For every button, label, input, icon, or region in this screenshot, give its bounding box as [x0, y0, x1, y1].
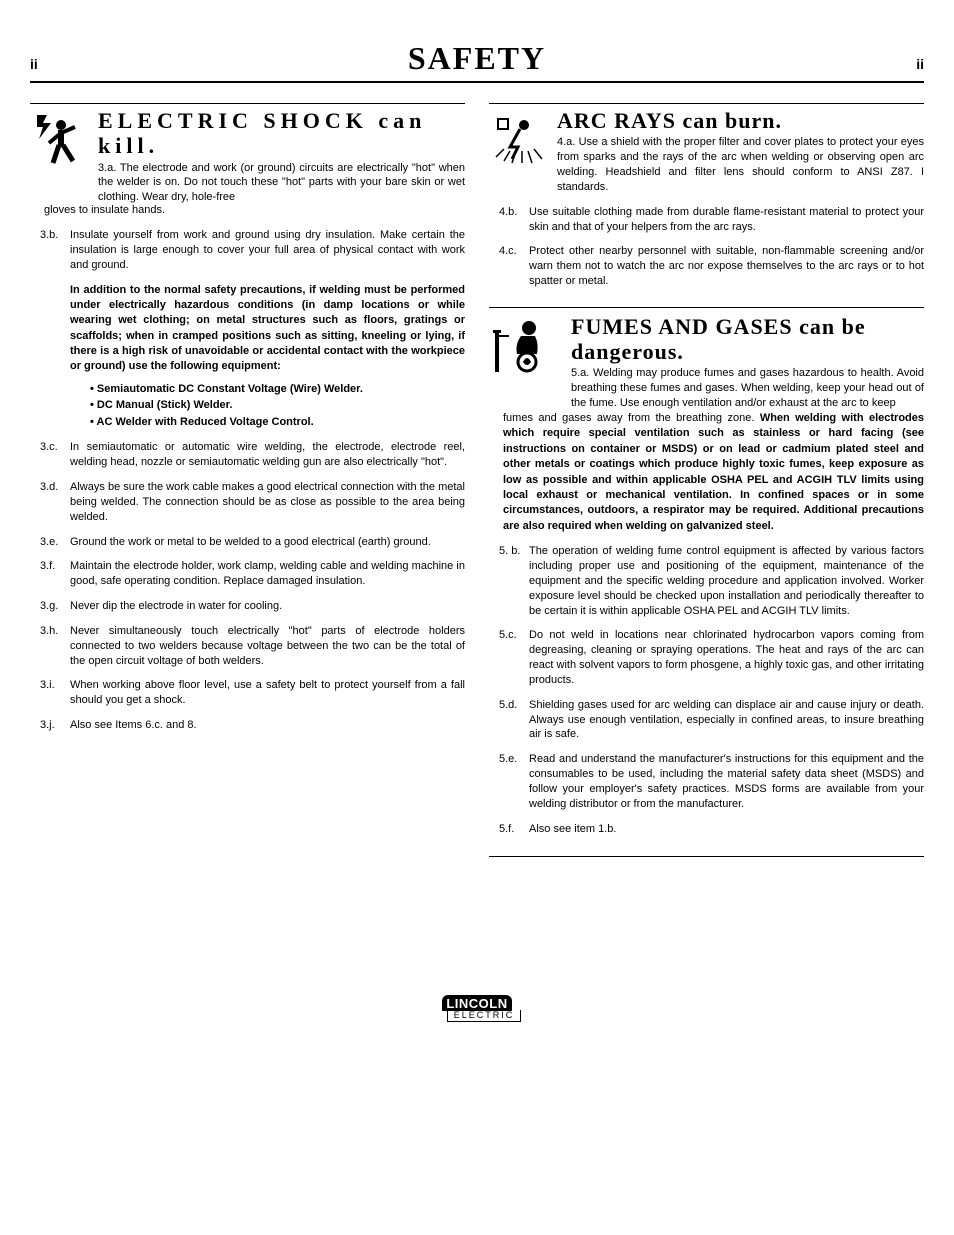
item-3c: 3.c. In semiautomatic or automatic wire …: [40, 440, 465, 470]
bold-precautions: In addition to the normal safety precaut…: [70, 283, 465, 375]
item-5a: 5.a. Welding may produce fumes and gases…: [571, 366, 924, 411]
page-number-right: ii: [916, 56, 924, 72]
arc-rays-icon: [489, 108, 551, 170]
item-label: 5. b.: [499, 544, 529, 618]
item-text: Shielding gases used for arc welding can…: [529, 698, 924, 743]
item-3b: 3.b. Insulate yourself from work and gro…: [40, 228, 465, 273]
item-label: 3.c.: [40, 440, 70, 470]
section-title: FUMES AND GASES can be dangerous.: [571, 314, 924, 365]
content-columns: ELECTRIC SHOCK can kill. 3.a. The electr…: [30, 103, 924, 875]
item-5b: 5. b. The operation of welding fume cont…: [499, 544, 924, 618]
logo-bottom-text: ELECTRIC: [447, 1010, 522, 1022]
item-label: 3.d.: [40, 480, 70, 525]
page-header: ii SAFETY ii: [30, 40, 924, 83]
item-label: 5.f.: [499, 822, 529, 837]
item-text: Welding may produce fumes and gases haza…: [571, 367, 924, 409]
section-head: FUMES AND GASES can be dangerous. 5.a. W…: [489, 314, 924, 411]
page-number-left: ii: [30, 56, 38, 72]
item-text: The operation of welding fume control eq…: [529, 544, 924, 618]
item-3i: 3.i. When working above floor level, use…: [40, 678, 465, 708]
lincoln-electric-logo: LINCOLN ELECTRIC: [433, 995, 522, 1022]
item-text: Insulate yourself from work and ground u…: [70, 228, 465, 273]
item-label: 3.g.: [40, 599, 70, 614]
item-label: 3.b.: [40, 228, 70, 273]
item-label: 5.e.: [499, 752, 529, 811]
item-5d: 5.d. Shielding gases used for arc weldin…: [499, 698, 924, 743]
item-text: Also see Items 6.c. and 8.: [70, 718, 465, 733]
item-label: 4.a.: [557, 136, 575, 148]
item-text: Always be sure the work cable makes a go…: [70, 480, 465, 525]
arc-rays-section: ARC RAYS can burn. 4.a. Use a shield wit…: [489, 108, 924, 289]
section-title: ELECTRIC SHOCK can kill.: [98, 108, 465, 159]
page-title: SAFETY: [408, 40, 546, 77]
item-3a-cont: gloves to insulate hands.: [44, 203, 465, 218]
item-3f: 3.f. Maintain the electrode holder, work…: [40, 559, 465, 589]
bold-text: When welding with electrodes which requi…: [503, 412, 924, 532]
item-text: Read and understand the manufacturer's i…: [529, 752, 924, 811]
item-5a-cont: fumes and gases away from the breathing …: [503, 411, 924, 534]
item-3g: 3.g. Never dip the electrode in water fo…: [40, 599, 465, 614]
item-text: Maintain the electrode holder, work clam…: [70, 559, 465, 589]
item-label: 3.i.: [40, 678, 70, 708]
footer-logo: LINCOLN ELECTRIC: [30, 995, 924, 1022]
item-4c: 4.c. Protect other nearby personnel with…: [499, 244, 924, 289]
fumes-gases-icon: [489, 314, 565, 384]
item-text: When working above floor level, use a sa…: [70, 678, 465, 708]
section-head: ARC RAYS can burn. 4.a. Use a shield wit…: [489, 108, 924, 195]
electric-shock-section: ELECTRIC SHOCK can kill. 3.a. The electr…: [30, 108, 465, 733]
item-5e: 5.e. Read and understand the manufacture…: [499, 752, 924, 811]
item-label: 4.b.: [499, 205, 529, 235]
item-label: 4.c.: [499, 244, 529, 289]
item-3h: 3.h. Never simultaneously touch electric…: [40, 624, 465, 669]
bullet-2: • DC Manual (Stick) Welder.: [90, 397, 465, 414]
bullet-1: • Semiautomatic DC Constant Voltage (Wir…: [90, 381, 465, 398]
item-text: Protect other nearby personnel with suit…: [529, 244, 924, 289]
item-label: 3.h.: [40, 624, 70, 669]
electric-shock-icon: [30, 108, 92, 170]
item-text: Never dip the electrode in water for coo…: [70, 599, 465, 614]
section-title: ARC RAYS can burn.: [557, 108, 924, 133]
item-text: Use suitable clothing made from durable …: [529, 205, 924, 235]
item-text: In semiautomatic or automatic wire weldi…: [70, 440, 465, 470]
item-3e: 3.e. Ground the work or metal to be weld…: [40, 535, 465, 550]
fumes-gases-section: FUMES AND GASES can be dangerous. 5.a. W…: [489, 314, 924, 858]
item-3d: 3.d. Always be sure the work cable makes…: [40, 480, 465, 525]
item-3a: 3.a. The electrode and work (or ground) …: [98, 161, 465, 206]
item-text: Do not weld in locations near chlorinate…: [529, 628, 924, 687]
item-4b: 4.b. Use suitable clothing made from dur…: [499, 205, 924, 235]
item-text: Also see item 1.b.: [529, 822, 924, 837]
bullet-3: • AC Welder with Reduced Voltage Control…: [90, 414, 465, 431]
item-label: 3.f.: [40, 559, 70, 589]
item-text: Ground the work or metal to be welded to…: [70, 535, 465, 550]
item-label: 5.a.: [571, 367, 589, 379]
item-5f: 5.f. Also see item 1.b.: [499, 822, 924, 837]
item-label: 5.d.: [499, 698, 529, 743]
right-column: ARC RAYS can burn. 4.a. Use a shield wit…: [489, 103, 924, 875]
item-5c: 5.c. Do not weld in locations near chlor…: [499, 628, 924, 687]
section-divider: [489, 307, 924, 308]
item-4a: 4.a. Use a shield with the proper filter…: [557, 135, 924, 194]
item-text: The electrode and work (or ground) circu…: [98, 162, 465, 204]
item-text: Use a shield with the proper filter and …: [557, 136, 924, 193]
logo-top-text: LINCOLN: [442, 995, 511, 1011]
plain-text: fumes and gases away from the breathing …: [503, 412, 760, 424]
item-label: 3.e.: [40, 535, 70, 550]
left-column: ELECTRIC SHOCK can kill. 3.a. The electr…: [30, 103, 465, 875]
item-label: 3.a.: [98, 162, 116, 174]
item-text: Never simultaneously touch electrically …: [70, 624, 465, 669]
item-3j: 3.j. Also see Items 6.c. and 8.: [40, 718, 465, 733]
item-label: 3.j.: [40, 718, 70, 733]
item-label: 5.c.: [499, 628, 529, 687]
section-head: ELECTRIC SHOCK can kill. 3.a. The electr…: [30, 108, 465, 205]
